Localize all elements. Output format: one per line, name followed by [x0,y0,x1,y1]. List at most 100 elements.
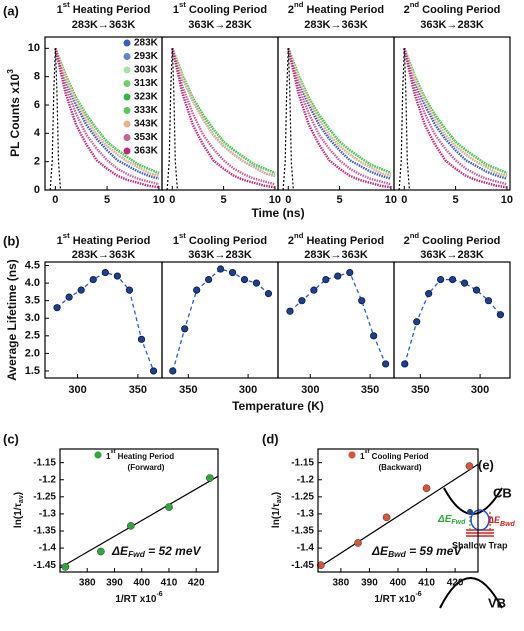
decay-curve [403,47,508,175]
lifetime-point [264,290,273,298]
panel-title-part: 1 [173,4,179,16]
annotation-part: = 59 meV [406,544,463,558]
panel-title-part: Cooling Period [186,235,267,247]
lifetime-point [286,307,294,315]
panel-subtitle: 363K→283K [188,19,252,31]
lifetime-point [298,297,306,305]
x-tick-label: 10 [501,194,513,206]
x-tick-label: 420 [447,578,464,589]
lifetime-point [149,367,158,375]
panel-subtitle: 363K→283K [188,249,252,261]
bwd-label: ΔEBwd [487,515,516,527]
y-tick-label: -1.4 [39,543,57,554]
data-point [422,484,431,493]
lifetime-point [437,275,445,284]
y-tick-label: 4.0 [25,277,40,289]
x-axis-label-part: 1/RT x10 [374,594,416,605]
irf-curve [398,48,410,191]
lifetime-point [113,272,121,280]
lifetime-point [484,297,493,305]
legend-label: 303K [134,65,159,76]
legend-swatch [123,66,131,74]
legend-swatch [123,93,131,101]
panel-label: (e) [478,457,494,472]
plot-frame [393,36,511,191]
legend-label: 313K [134,78,159,89]
lifetime-line [172,268,269,372]
panel-title: 2nd Heating Period [288,0,384,16]
y-tick-label: -1.45 [291,560,314,571]
annotation: ΔEFwd = 52 meV [111,544,202,559]
fwd-part: Fwd [451,519,466,526]
y-axis-label-part: ) [271,492,282,495]
x-tick-label: 0 [401,194,407,206]
x-tick-label: 410 [161,578,178,589]
legend-label: 343K [134,119,159,130]
panel-title-part: Cooling Period [419,235,500,247]
panel-subtitle: 363K→283K [420,249,484,261]
panel-title: 2nd Cooling Period [404,231,501,247]
fwd-label: ΔEFwd [437,514,466,526]
lifetime-point [53,304,61,312]
panel-title: 1st Heating Period [57,0,151,16]
x-axis-label-part: 1/RT x10 [115,594,157,605]
x-axis-label: 1/RT x10-6 [115,591,162,605]
decay-curve [171,47,276,175]
vb-label: VB [488,595,506,610]
y-tick-label: 0 [34,184,40,196]
panel-title-part: st [179,231,186,240]
y-tick-label: 2.0 [25,347,40,359]
legend-swatch [123,107,131,114]
lifetime-point [401,360,409,368]
panel-subtitle: 363K→283K [420,19,484,31]
panel-title-part: st [63,0,70,9]
legend-label: 293K [134,51,159,62]
decay-curve [171,48,276,189]
cb-label: CB [493,485,512,500]
trap-label: Shallow Trap [452,540,508,550]
x-tick-label: 0 [169,194,175,206]
plot-frame [317,448,479,573]
y-tick-label: -1.45 [33,560,56,571]
lifetime-point [228,268,237,277]
x-tick-label: 300 [68,384,86,396]
data-point [97,547,105,556]
legend-swatch [348,451,356,459]
lifetime-point [496,311,505,319]
data-point [465,462,474,470]
panel-title-part: 1 [57,235,63,247]
x-axis-label-part: -6 [156,591,162,598]
vb-band [439,577,503,609]
y-tick-label: -1.35 [291,526,314,537]
y-tick-label: 1.5 [25,365,40,377]
lifetime-point [137,335,146,343]
x-tick-label: 300 [471,384,489,396]
panel-title-part: 2 [288,4,294,16]
panel-label: (d) [262,431,279,446]
panel-subtitle: 283K→363K [72,19,136,31]
plot-frame [161,36,279,191]
decay-curve [54,47,160,177]
lifetime-point [240,275,249,284]
y-tick-label: 3.5 [25,295,40,307]
lifetime-point [65,293,73,301]
x-tick-label: 5 [453,194,459,206]
y-axis-label-part: ln(1/τ [271,503,282,529]
decay-curve [287,47,392,186]
lifetime-line [56,271,155,372]
lifetime-point [205,275,213,284]
annotation-part: ΔE [371,544,389,558]
legend-swatch [123,134,131,141]
lifetime-point [382,360,390,368]
x-tick-label: 5 [337,194,343,206]
y-tick-label: -1.25 [291,491,314,502]
panel-title-part: nd [294,0,304,9]
plot-frame [277,261,395,379]
lifetime-point [169,367,177,375]
decay-curve [287,47,392,175]
x-tick-label: 300 [301,384,319,396]
lifetime-point [448,275,457,284]
x-tick-label: 420 [188,578,205,589]
legend-label-part: 1 [360,452,365,461]
legend-swatch [123,120,131,128]
